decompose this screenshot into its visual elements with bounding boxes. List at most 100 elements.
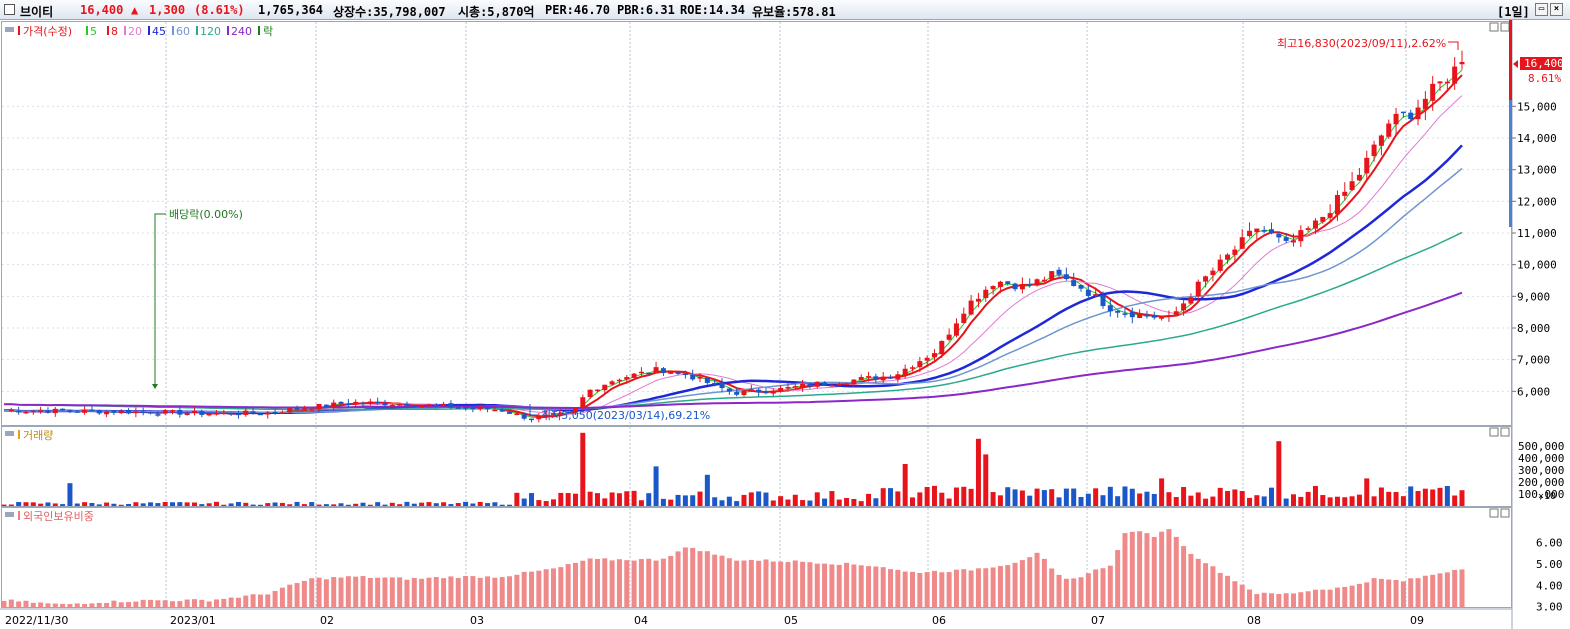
maximize-icon[interactable] <box>1489 508 1499 518</box>
volume-bar <box>800 500 806 506</box>
candle-body <box>1195 281 1201 297</box>
volume-bar <box>177 502 183 506</box>
candle-body <box>96 410 102 414</box>
volume-bar <box>939 492 945 506</box>
candle-body <box>1254 228 1260 233</box>
volume-bar <box>624 491 630 506</box>
chart-canvas[interactable]: 가격(수정) 5 8 20 45 60 120 240 락 거래량 외국인보유비… <box>0 20 1570 629</box>
maximize-icon[interactable] <box>1489 427 1499 437</box>
select-checkbox[interactable] <box>4 4 15 15</box>
foreign-bar <box>536 570 542 607</box>
candle-body <box>52 408 58 414</box>
candle-body <box>800 383 806 388</box>
foreign-bar <box>221 598 227 607</box>
close-panel-icon[interactable] <box>1500 508 1510 518</box>
candle-body <box>433 404 439 407</box>
foreign-bar <box>1247 589 1253 607</box>
candle-body <box>1210 270 1216 276</box>
candle-body <box>1298 230 1304 242</box>
legend-ma45: 45 <box>152 25 166 38</box>
panel-grip-icon[interactable] <box>5 431 14 436</box>
volume-bar <box>594 493 600 506</box>
candle-body <box>60 408 66 411</box>
volume-bar <box>866 493 872 506</box>
legend-dividend: 락 <box>263 25 273 38</box>
candle-body <box>485 407 491 410</box>
foreign-bar <box>726 558 732 607</box>
candle-body <box>1085 289 1091 296</box>
candle-body <box>895 374 901 380</box>
candle-body <box>1430 83 1436 101</box>
maximize-icon[interactable] <box>1489 22 1499 32</box>
foreign-bar <box>1327 589 1333 607</box>
foreign-bar <box>1276 593 1282 607</box>
foreign-bar <box>668 556 674 607</box>
foreign-bar <box>485 576 491 607</box>
volume-bar <box>1063 488 1069 506</box>
volume-bar <box>1173 497 1179 506</box>
candle-body <box>1203 276 1209 282</box>
volume-bar <box>997 495 1003 506</box>
candle-body <box>1364 157 1370 174</box>
volume-bar <box>726 496 732 506</box>
candle-body <box>792 386 798 388</box>
candle-body <box>243 410 249 415</box>
candle-body <box>1225 254 1231 260</box>
panel-grip-icon[interactable] <box>5 27 14 32</box>
change-percent: (8.61%) <box>194 3 245 17</box>
foreign-bar <box>953 569 959 607</box>
period-selector[interactable]: [1일] <box>1497 5 1530 19</box>
volume-bar <box>30 502 36 506</box>
volume-bar <box>1276 441 1282 506</box>
volume-bar <box>353 503 359 506</box>
candle-body <box>8 410 14 412</box>
volume-bar <box>470 503 476 506</box>
panel-grip-icon[interactable] <box>5 512 14 517</box>
foreign-bar <box>1019 560 1025 607</box>
candle-body <box>1261 230 1267 232</box>
candle-body <box>712 382 718 385</box>
volume-bar <box>1290 494 1296 506</box>
foreign-bar <box>170 601 176 607</box>
foreign-bar <box>8 599 14 607</box>
volume-bar <box>382 504 388 506</box>
close-panel-icon[interactable] <box>1500 427 1510 437</box>
x-label-aug: 08 <box>1247 614 1261 627</box>
foreign-bar <box>880 567 886 607</box>
price-tick-label: 10,000 <box>1517 259 1557 272</box>
candle-body <box>1041 279 1047 282</box>
candle-body <box>1188 297 1194 304</box>
volume-bar <box>1122 486 1128 506</box>
candle-body <box>389 404 395 407</box>
volume-bar <box>1305 491 1311 506</box>
foreign-bar <box>38 602 44 607</box>
volume-bar <box>631 490 637 506</box>
candle-body <box>646 372 652 375</box>
volume-bar <box>199 504 205 506</box>
candle-body <box>1115 310 1121 313</box>
volume-bar <box>638 500 644 506</box>
volume-bar <box>675 494 681 506</box>
volume-bar <box>191 502 197 506</box>
foreign-bar <box>924 572 930 607</box>
close-panel-icon[interactable] <box>1500 22 1510 32</box>
foreign-bar <box>492 577 498 607</box>
x-label-mar: 03 <box>470 614 484 627</box>
candle-body <box>1107 305 1113 312</box>
foreign-bar <box>888 569 894 607</box>
candle-body <box>587 389 593 398</box>
foreign-bar <box>1305 591 1311 607</box>
foreign-bar <box>455 577 461 607</box>
close-icon[interactable]: × <box>1550 3 1563 16</box>
volume-bar <box>946 498 952 506</box>
volume-bar <box>67 483 73 506</box>
candle-body <box>1356 174 1362 181</box>
candle-body <box>1217 259 1223 271</box>
foreign-bar <box>1452 569 1458 607</box>
foreign-bar <box>148 599 154 607</box>
volume-bar <box>1232 489 1238 506</box>
candle-body <box>507 411 513 414</box>
restore-icon[interactable]: ▭ <box>1535 3 1548 16</box>
volume-bar <box>770 500 776 506</box>
foreign-bar <box>397 577 403 607</box>
